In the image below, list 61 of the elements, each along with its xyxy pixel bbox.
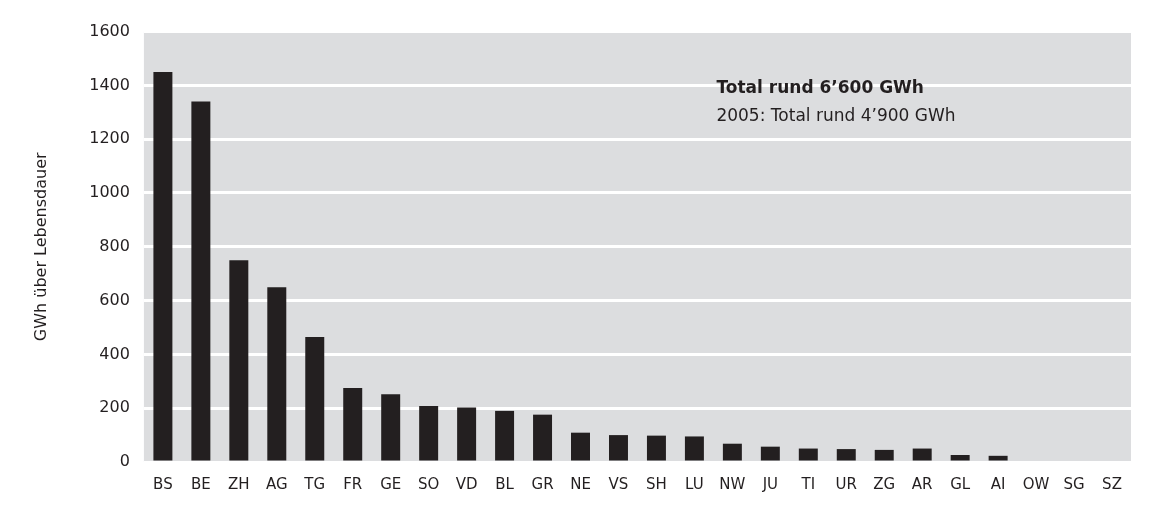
x-tick-label: VD: [455, 474, 478, 493]
bar: [419, 406, 439, 461]
bar: [722, 443, 742, 461]
y-axis-title: GWh über Lebensdauer: [30, 152, 50, 342]
x-tick-label: UR: [835, 474, 857, 493]
bar: [760, 446, 780, 461]
y-tick-label: 200: [99, 397, 130, 417]
x-tick-label: SZ: [1102, 474, 1122, 493]
x-tick-label: AI: [990, 474, 1006, 493]
y-tick-label: 800: [99, 235, 130, 255]
bar: [191, 101, 211, 461]
bar: [988, 455, 1008, 461]
bar: [836, 449, 856, 461]
bar: [608, 435, 628, 461]
x-tick-label: TG: [303, 474, 326, 493]
bar: [153, 71, 173, 461]
bar: [874, 449, 894, 461]
y-tick-label: 0: [119, 451, 130, 471]
y-tick-label: 600: [99, 289, 130, 309]
x-tick-label: BS: [153, 474, 173, 493]
x-tick-label: ZH: [228, 474, 250, 493]
x-tick-label: ZG: [873, 474, 896, 493]
x-tick-label: SH: [646, 474, 667, 493]
bar: [912, 448, 932, 461]
bar: [533, 414, 553, 461]
bar: [229, 260, 249, 461]
x-tick-label: OW: [1022, 474, 1050, 493]
x-tick-label: AG: [265, 474, 288, 493]
bar: [457, 407, 477, 461]
y-tick-label: 400: [99, 343, 130, 363]
x-tick-label: BL: [495, 474, 515, 493]
annotation: 2005: Total rund 4’900 GWh: [716, 105, 956, 126]
bar: [684, 436, 704, 461]
x-tick-label: GE: [380, 474, 402, 493]
bar: [267, 287, 287, 461]
y-tick-label: 1200: [89, 128, 130, 148]
x-tick-label: VS: [608, 474, 629, 493]
bar: [950, 455, 970, 461]
annotation: Total rund 6’600 GWh: [716, 77, 924, 98]
y-tick-label: 1400: [89, 74, 130, 94]
x-tick-label: LU: [685, 474, 704, 493]
x-tick-label: SO: [417, 474, 440, 493]
x-tick-label: GR: [531, 474, 554, 493]
x-tick-label: NW: [719, 474, 746, 493]
bar: [343, 388, 363, 461]
x-tick-label: BE: [190, 474, 211, 493]
x-tick-label: NE: [570, 474, 591, 493]
bar: [798, 448, 818, 461]
x-tick-label: SG: [1063, 474, 1085, 493]
bar: [646, 435, 666, 461]
x-tick-label: AR: [911, 474, 933, 493]
bar: [305, 336, 325, 461]
x-tick-label: FR: [343, 474, 363, 493]
x-tick-label: GL: [950, 474, 971, 493]
bar: [381, 394, 401, 461]
y-tick-label: 1000: [89, 182, 130, 202]
bar: [571, 432, 590, 461]
x-tick-label: TI: [800, 474, 816, 493]
y-tick-label: 1600: [89, 20, 130, 40]
bar: [495, 410, 515, 461]
x-tick-label: JU: [761, 474, 779, 493]
